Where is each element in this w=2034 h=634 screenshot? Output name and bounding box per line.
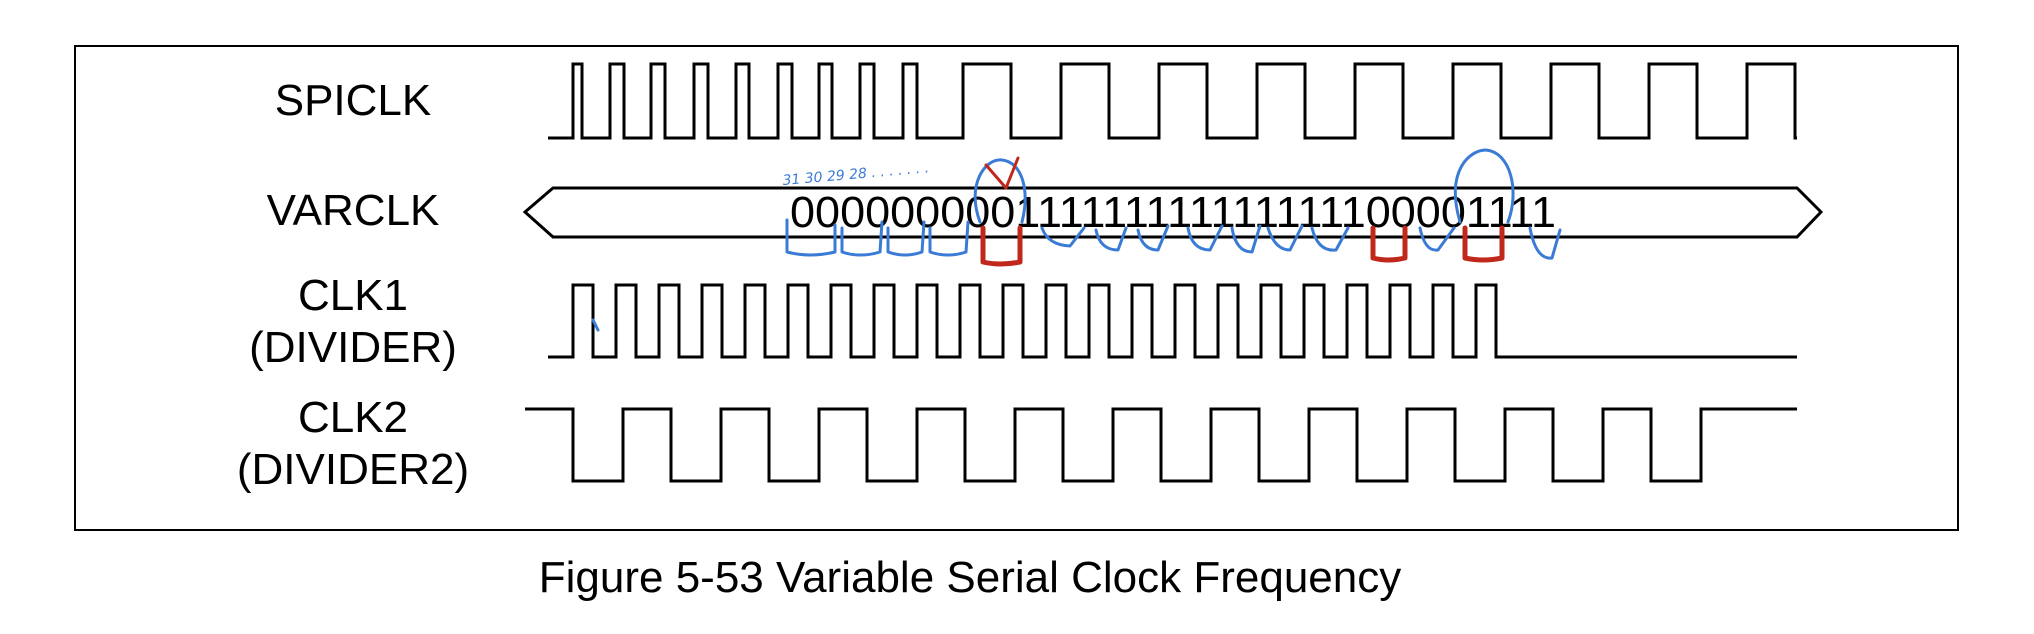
blue-u-marks — [785, 218, 1562, 260]
spiclk-waveform — [548, 62, 1797, 140]
label-spiclk: SPICLK — [275, 76, 432, 125]
label-clk1-sub: (DIVIDER) — [249, 323, 457, 372]
blue-loop-2 — [1453, 148, 1515, 224]
red-check-mark — [984, 156, 1020, 190]
label-clk2-sub: (DIVIDER2) — [237, 445, 469, 494]
bit-index-note: 31 30 29 28 . . . . . . . — [782, 160, 930, 189]
varclk-bus-shape — [522, 186, 1824, 239]
varclk-bit-string: 000000000111111111111111100001111 — [790, 188, 1556, 237]
clk1-waveform — [548, 283, 1797, 359]
diagram-frame — [74, 45, 1959, 531]
label-clk1: CLK1 — [298, 271, 408, 320]
red-bracket-2 — [1370, 225, 1408, 263]
blue-tick-mark — [591, 318, 600, 332]
label-clk2: CLK2 — [298, 393, 408, 442]
red-bracket-1 — [980, 225, 1023, 267]
figure-caption: Figure 5-53 Variable Serial Clock Freque… — [538, 553, 1402, 602]
clk2-waveform — [525, 407, 1797, 483]
label-varclk: VARCLK — [267, 186, 440, 235]
blue-loop-1 — [973, 158, 1027, 224]
red-bracket-3 — [1462, 225, 1505, 263]
